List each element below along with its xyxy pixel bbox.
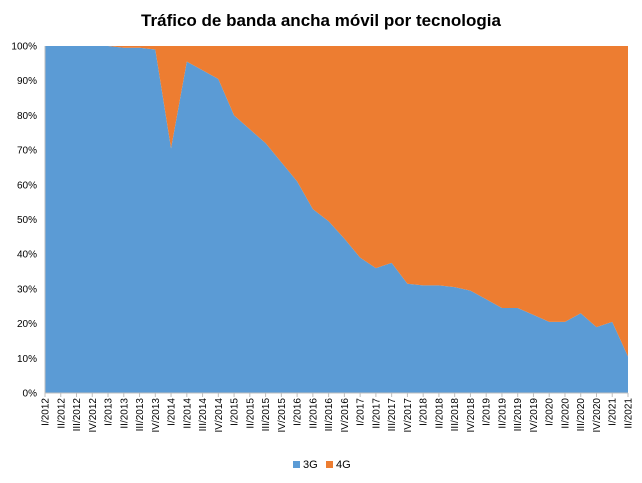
legend-swatch-4g bbox=[326, 461, 333, 468]
y-tick-label: 30% bbox=[17, 284, 37, 295]
legend-swatch-3g bbox=[293, 461, 300, 468]
x-tick-label: II/2013 bbox=[119, 398, 130, 429]
x-tick-label: IV/2020 bbox=[592, 398, 603, 433]
x-tick-label: I/2016 bbox=[293, 398, 304, 426]
y-tick-label: 40% bbox=[17, 250, 37, 261]
x-tick-label: IV/2017 bbox=[403, 398, 414, 433]
x-tick-label: III/2012 bbox=[72, 398, 83, 432]
x-tick-label: I/2017 bbox=[356, 398, 367, 426]
x-tick-label: I/2014 bbox=[167, 398, 178, 426]
x-tick-label: II/2020 bbox=[560, 398, 571, 429]
x-tick-label: III/2013 bbox=[135, 398, 146, 432]
y-tick-label: 10% bbox=[17, 354, 37, 365]
x-tick-label: I/2019 bbox=[482, 398, 493, 426]
x-axis-ticks: I/2012 II/2012 III/2012 IV/2012 I/2013 II/201… bbox=[41, 393, 635, 432]
x-tick-label: I/2012 bbox=[41, 398, 52, 426]
plot-areas bbox=[45, 46, 628, 393]
x-tick-label: II/2018 bbox=[434, 398, 445, 429]
y-tick-label: 50% bbox=[17, 215, 37, 226]
legend: 3G 4G bbox=[293, 459, 351, 471]
area-series-3g bbox=[45, 46, 628, 393]
y-axis-ticks: 0% 10% 20% 30% 40% 50% 60% 70% 80% 90% 100% bbox=[11, 42, 37, 400]
x-tick-label: III/2020 bbox=[576, 398, 587, 432]
y-tick-label: 70% bbox=[17, 146, 37, 157]
y-tick-label: 80% bbox=[17, 111, 37, 122]
chart-title: Tráfico de banda ancha móvil por tecnolo… bbox=[141, 11, 501, 30]
x-tick-label: II/2014 bbox=[182, 398, 193, 429]
x-tick-label: IV/2016 bbox=[340, 398, 351, 433]
y-tick-label: 90% bbox=[17, 76, 37, 87]
x-tick-label: IV/2018 bbox=[466, 398, 477, 433]
x-tick-label: II/2019 bbox=[497, 398, 508, 429]
y-tick-label: 0% bbox=[23, 389, 38, 400]
legend-label-4g: 4G bbox=[336, 459, 351, 471]
x-tick-label: II/2017 bbox=[371, 398, 382, 429]
x-tick-label: IV/2015 bbox=[277, 398, 288, 433]
x-tick-label: I/2021 bbox=[608, 398, 619, 426]
x-tick-label: I/2015 bbox=[230, 398, 241, 426]
area-series-4g bbox=[45, 46, 628, 357]
y-tick-label: 100% bbox=[11, 42, 37, 53]
x-tick-label: III/2019 bbox=[513, 398, 524, 432]
x-tick-label: II/2021 bbox=[624, 398, 635, 429]
x-tick-label: II/2016 bbox=[308, 398, 319, 429]
x-tick-label: I/2020 bbox=[545, 398, 556, 426]
x-tick-label: III/2016 bbox=[324, 398, 335, 432]
x-tick-label: II/2012 bbox=[56, 398, 67, 429]
x-tick-label: IV/2019 bbox=[529, 398, 540, 433]
x-tick-label: III/2014 bbox=[198, 398, 209, 432]
x-tick-label: III/2017 bbox=[387, 398, 398, 432]
x-tick-label: IV/2012 bbox=[88, 398, 99, 433]
legend-label-3g: 3G bbox=[303, 459, 318, 471]
y-tick-label: 20% bbox=[17, 319, 37, 330]
x-tick-label: III/2018 bbox=[450, 398, 461, 432]
x-tick-label: IV/2013 bbox=[151, 398, 162, 433]
axes bbox=[44, 46, 628, 394]
x-tick-label: I/2018 bbox=[419, 398, 430, 426]
x-tick-label: III/2015 bbox=[261, 398, 272, 432]
x-tick-label: IV/2014 bbox=[214, 398, 225, 433]
y-tick-label: 60% bbox=[17, 180, 37, 191]
x-tick-label: II/2015 bbox=[245, 398, 256, 429]
x-tick-label: I/2013 bbox=[104, 398, 115, 426]
